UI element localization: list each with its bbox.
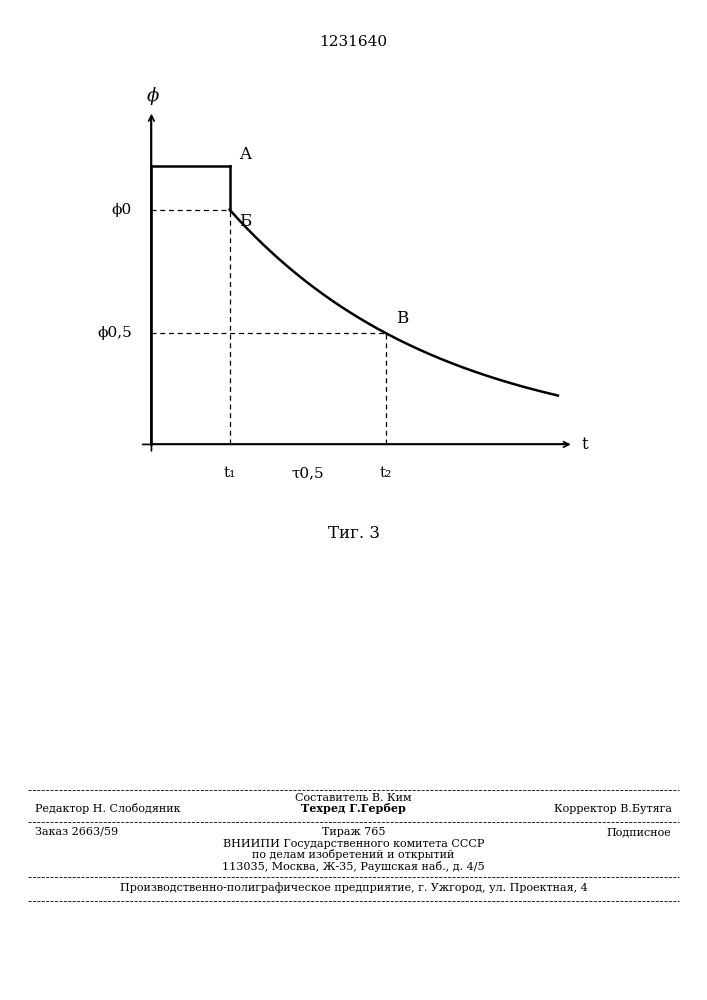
Text: ϕ: ϕ: [147, 87, 160, 105]
Text: Б: Б: [240, 213, 252, 230]
Text: ϕ0,5: ϕ0,5: [97, 326, 132, 340]
Text: 113035, Москва, Ж-35, Раушская наб., д. 4/5: 113035, Москва, Ж-35, Раушская наб., д. …: [222, 860, 485, 871]
Text: τ0,5: τ0,5: [291, 466, 324, 480]
Text: Тираж 765: Тираж 765: [322, 827, 385, 837]
Text: Заказ 2663/59: Заказ 2663/59: [35, 827, 119, 837]
Text: Корректор В.Бутяга: Корректор В.Бутяга: [554, 804, 672, 814]
Text: Редактор Н. Слободяник: Редактор Н. Слободяник: [35, 804, 181, 814]
Text: t₂: t₂: [380, 466, 392, 480]
Text: t₁: t₁: [223, 466, 235, 480]
Text: 1231640: 1231640: [320, 35, 387, 49]
Text: В: В: [396, 310, 408, 327]
Text: Составитель В. Ким: Составитель В. Ким: [296, 793, 411, 803]
Text: Производственно-полиграфическое предприятие, г. Ужгород, ул. Проектная, 4: Производственно-полиграфическое предприя…: [119, 883, 588, 893]
Text: A: A: [240, 146, 252, 163]
Text: ВНИИПИ Государственного комитета СССР: ВНИИПИ Государственного комитета СССР: [223, 839, 484, 849]
Text: t: t: [581, 436, 588, 453]
Text: Τиг. 3: Τиг. 3: [327, 525, 380, 542]
Text: Подписное: Подписное: [607, 827, 672, 837]
Text: по делам изобретений и открытий: по делам изобретений и открытий: [252, 850, 455, 860]
Text: Техред Г.Гербер: Техред Г.Гербер: [301, 804, 406, 814]
Text: ϕ0: ϕ0: [112, 203, 132, 217]
